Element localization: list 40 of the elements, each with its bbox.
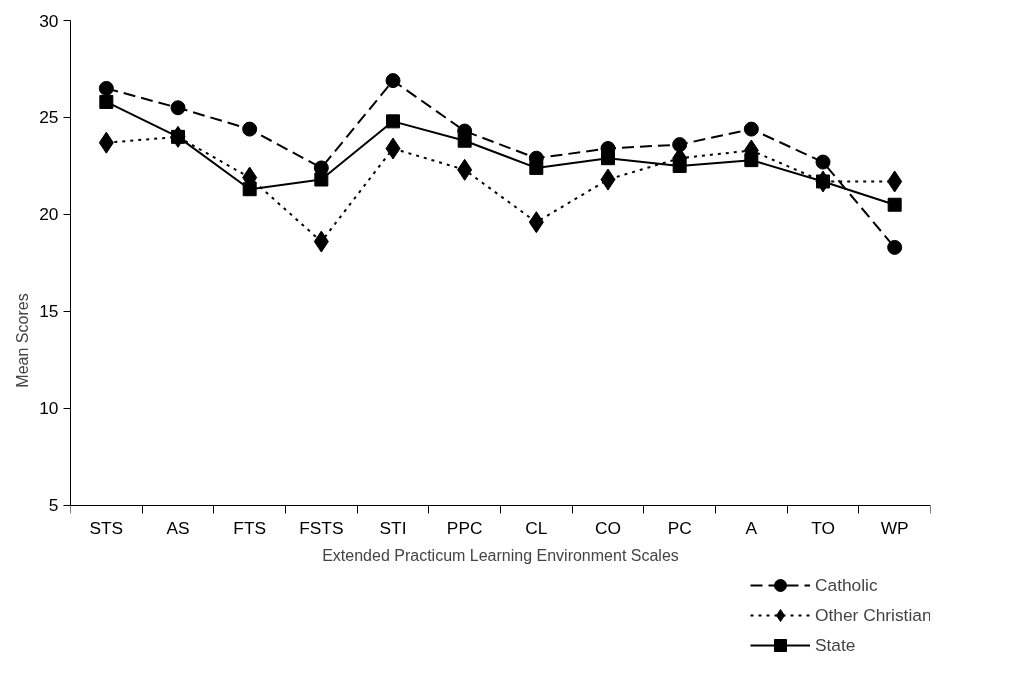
point: [815, 154, 831, 170]
point: [529, 160, 544, 175]
y-tick-label: 30: [39, 10, 59, 31]
point: [887, 239, 903, 255]
point: [457, 133, 472, 148]
x-tick-label: FSTS: [299, 518, 344, 539]
point: [601, 151, 615, 166]
y-tick-label: 15: [39, 301, 59, 322]
y-tick-label: 20: [39, 204, 59, 225]
x-tick-label: PC: [667, 518, 692, 539]
x-tick-label: CL: [525, 518, 548, 539]
y-tick-label: 5: [48, 495, 59, 516]
point: [386, 114, 400, 129]
x-tick-label: PPC: [446, 518, 483, 539]
point: [743, 121, 759, 137]
y-axis-title: Mean Scores: [14, 293, 32, 388]
point: [242, 182, 257, 197]
point: [170, 100, 186, 116]
point: [314, 172, 329, 187]
y-tick-label: 25: [39, 107, 59, 128]
legend-label: State: [815, 633, 856, 657]
x-tick-label: WP: [880, 518, 909, 539]
point: [385, 73, 401, 89]
x-tick-label: STS: [89, 518, 124, 539]
point: [744, 153, 759, 168]
x-axis-title: Extended Practicum Learning Environment Scales: [322, 546, 679, 564]
x-tick-label: AS: [166, 518, 190, 539]
legend-label: Other Christian: [815, 603, 931, 627]
x-tick-label: CO: [595, 518, 621, 539]
point: [98, 80, 114, 96]
x-tick-label: TO: [811, 518, 835, 539]
point: [887, 197, 902, 212]
x-tick-label: A: [745, 518, 758, 539]
x-tick-label: STI: [379, 518, 407, 539]
point: [99, 94, 114, 109]
point: [672, 158, 687, 173]
legend-label: Catholic: [815, 573, 878, 597]
x-tick-label: FTS: [233, 518, 267, 539]
y-tick-label: 10: [39, 398, 59, 419]
point: [242, 121, 258, 137]
